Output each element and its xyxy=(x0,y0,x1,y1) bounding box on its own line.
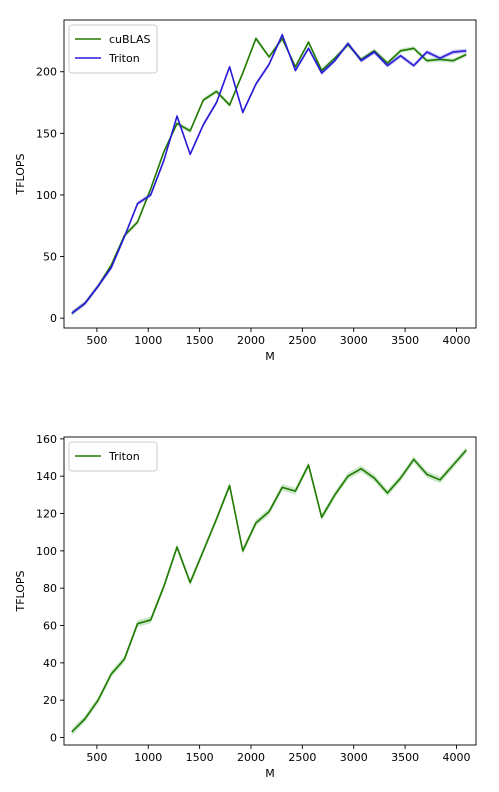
x-tick-label: 1000 xyxy=(134,334,162,347)
x-tick-label: 2000 xyxy=(237,751,265,764)
y-tick-label: 60 xyxy=(43,620,57,633)
x-tick-label: 4000 xyxy=(442,334,470,347)
legend: cuBLAS Triton xyxy=(68,24,158,74)
x-tick-label: 1000 xyxy=(134,751,162,764)
x-tick-label: 2000 xyxy=(237,334,265,347)
y-tick-label: 20 xyxy=(43,694,57,707)
legend-box xyxy=(68,441,158,472)
x-tick-label: 2500 xyxy=(288,334,316,347)
x-tick-label: 3000 xyxy=(340,334,368,347)
series-line-triton xyxy=(71,33,467,314)
y-tick-label: 200 xyxy=(36,66,57,79)
x-tick-label: 3000 xyxy=(340,751,368,764)
legend-label-triton: Triton xyxy=(108,450,140,463)
x-tick-label: 4000 xyxy=(442,751,470,764)
x-tick-label: 2500 xyxy=(288,751,316,764)
series-line-triton xyxy=(71,449,467,733)
y-tick-label: 100 xyxy=(36,189,57,202)
series-band-triton xyxy=(71,446,467,736)
y-tick-label: 120 xyxy=(36,508,57,521)
x-axis-label: M xyxy=(265,350,275,363)
series-line-cublas xyxy=(71,37,467,314)
x-tick-label: 1500 xyxy=(186,334,214,347)
chart-1: 500 1000 1500 2000 2500 3000 3500 4000 0 50 100 150… xyxy=(14,19,477,363)
y-tick-label: 0 xyxy=(50,312,57,325)
plot-frame xyxy=(63,19,477,329)
plot-frame xyxy=(63,436,477,746)
y-tick-label: 100 xyxy=(36,545,57,558)
legend-label-triton: Triton xyxy=(108,52,140,65)
x-tick-label: 500 xyxy=(86,334,107,347)
y-tick-label: 160 xyxy=(36,433,57,446)
y-tick-label: 40 xyxy=(43,657,57,670)
x-tick-label: 500 xyxy=(86,751,107,764)
x-tick-label: 3500 xyxy=(391,334,419,347)
x-tick-label: 1500 xyxy=(186,751,214,764)
y-tick-label: 0 xyxy=(50,732,57,745)
x-axis-label: M xyxy=(265,767,275,780)
series-band-cublas xyxy=(71,36,467,316)
series-band-triton xyxy=(71,32,467,316)
y-axis-label: TFLOPS xyxy=(14,570,27,612)
legend-box xyxy=(68,24,158,74)
x-tick-label: 3500 xyxy=(391,751,419,764)
y-axis-label: TFLOPS xyxy=(14,153,27,195)
chart-2: 500 1000 1500 2000 2500 3000 3500 4000 0 20 40 60 80… xyxy=(14,433,477,780)
y-tick-label: 150 xyxy=(36,127,57,140)
legend: Triton xyxy=(68,441,158,472)
y-tick-label: 140 xyxy=(36,470,57,483)
y-tick-label: 50 xyxy=(43,251,57,264)
y-tick-label: 80 xyxy=(43,582,57,595)
legend-label-cublas: cuBLAS xyxy=(109,33,150,46)
